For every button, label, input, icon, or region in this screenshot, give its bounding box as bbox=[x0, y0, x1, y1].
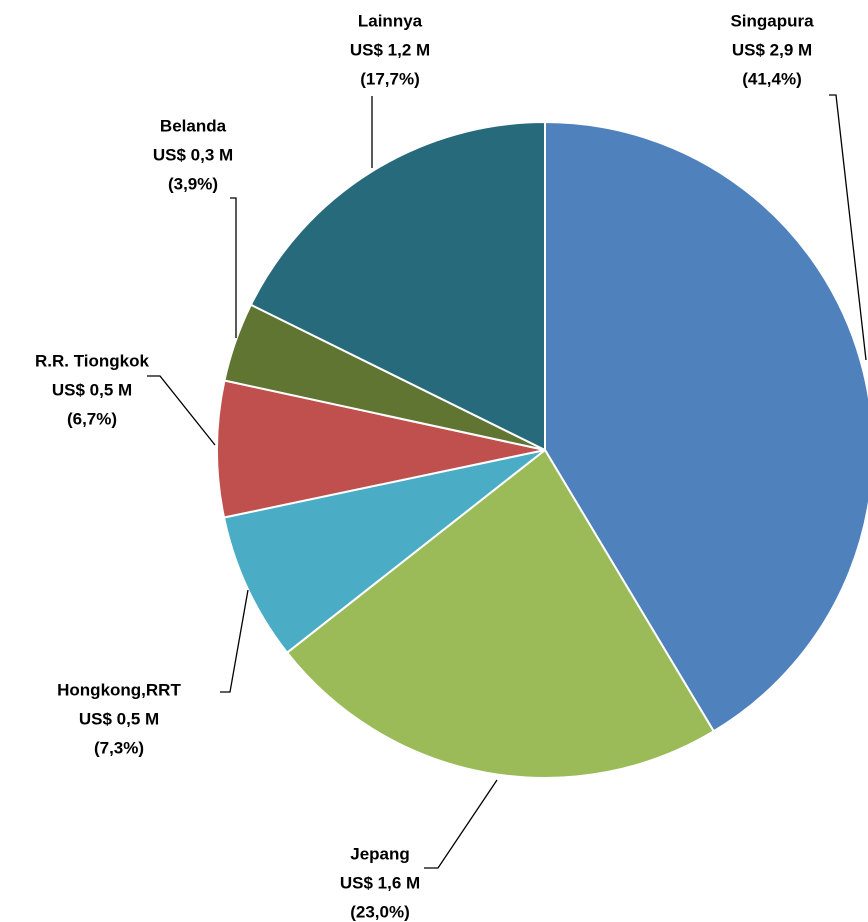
amount-label: US$ 1,6 M bbox=[340, 873, 420, 892]
amount-label: US$ 0,5 M bbox=[79, 709, 159, 728]
value-label: (3,9%) bbox=[168, 174, 218, 193]
amount-label: US$ 1,2 M bbox=[350, 40, 430, 59]
leader-line bbox=[147, 375, 216, 446]
value-label: (7,3%) bbox=[94, 738, 144, 757]
leader-line bbox=[424, 779, 498, 869]
category-label: R.R. Tiongkok bbox=[35, 351, 150, 370]
leader-line bbox=[230, 197, 237, 338]
value-label: (17,7%) bbox=[360, 69, 420, 88]
value-label: (6,7%) bbox=[67, 409, 117, 428]
leader-line bbox=[220, 589, 249, 693]
category-label: Hongkong,RRT bbox=[57, 680, 181, 699]
pie-slice bbox=[216, 379, 546, 519]
amount-label: US$ 0,3 M bbox=[153, 145, 233, 164]
category-label: Belanda bbox=[160, 116, 227, 135]
pie-slice bbox=[249, 120, 546, 452]
pie-slice bbox=[544, 120, 868, 733]
amount-label: US$ 0,5 M bbox=[52, 380, 132, 399]
amount-label: US$ 2,9 M bbox=[732, 40, 812, 59]
category-label: Singapura bbox=[730, 11, 814, 30]
value-label: (23,0%) bbox=[350, 902, 410, 921]
category-label: Jepang bbox=[350, 844, 410, 863]
value-label: (41,4%) bbox=[742, 69, 802, 88]
leader-line bbox=[829, 94, 867, 361]
category-label: Lainnya bbox=[358, 11, 423, 30]
pie-slice bbox=[285, 448, 716, 779]
